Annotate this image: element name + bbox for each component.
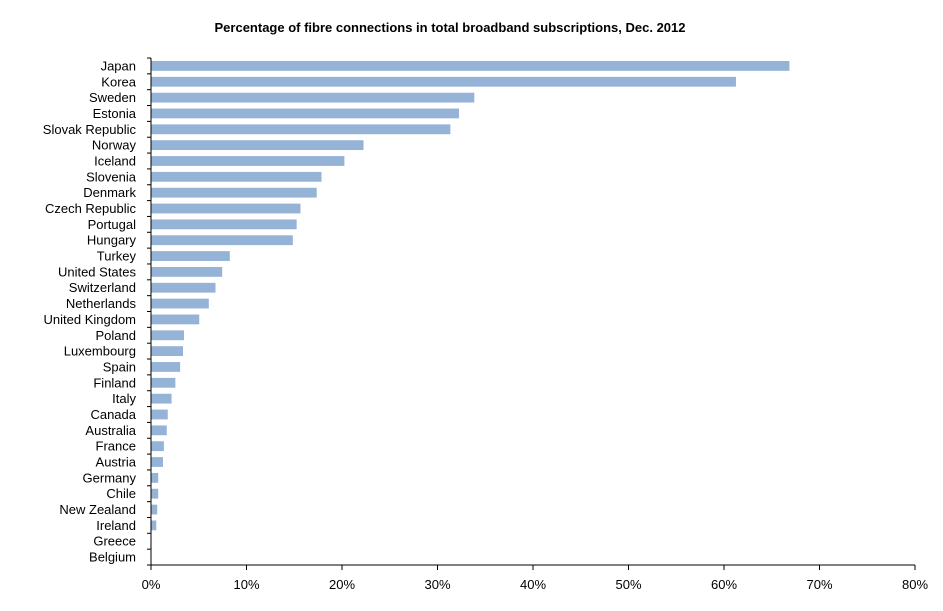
x-tick-label: 50% <box>615 577 641 592</box>
category-label: Switzerland <box>69 280 136 295</box>
category-label: Sweden <box>89 90 136 105</box>
bar-united-kingdom <box>151 314 200 325</box>
bar-france <box>151 441 164 452</box>
category-label: Australia <box>85 423 136 438</box>
bar-ireland <box>151 520 157 531</box>
category-label: Slovenia <box>86 169 137 184</box>
bar-switzerland <box>151 282 216 293</box>
bar-united-states <box>151 266 223 277</box>
category-label: Italy <box>112 391 136 406</box>
category-label: Luxembourg <box>64 344 136 359</box>
category-label: Iceland <box>94 153 136 168</box>
bar-denmark <box>151 187 317 198</box>
bar-canada <box>151 409 168 420</box>
category-label: Belgium <box>89 550 136 565</box>
x-tick-label: 30% <box>424 577 450 592</box>
bar-iceland <box>151 156 345 166</box>
category-label: Ireland <box>96 518 136 533</box>
bar-poland <box>151 330 184 341</box>
bar-italy <box>151 393 172 404</box>
bar-korea <box>151 76 736 87</box>
x-tick-label: 80% <box>902 577 928 592</box>
bar-australia <box>151 425 167 436</box>
category-label: Germany <box>83 470 137 485</box>
bar-germany <box>151 472 159 483</box>
x-tick-label: 10% <box>233 577 259 592</box>
category-label: Slovak Republic <box>43 122 137 137</box>
bar-new-zealand <box>151 504 158 515</box>
x-tick-label: 20% <box>329 577 355 592</box>
bar-finland <box>151 377 176 388</box>
category-label: Estonia <box>93 106 137 121</box>
bar-czech-republic <box>151 203 301 214</box>
x-tick-label: 70% <box>806 577 832 592</box>
bar-chile <box>151 488 159 499</box>
category-label: Canada <box>90 407 136 422</box>
category-label: New Zealand <box>59 502 136 517</box>
category-label: Finland <box>93 375 136 390</box>
bar-netherlands <box>151 298 209 309</box>
bar-turkey <box>151 251 230 261</box>
bar-portugal <box>151 219 297 230</box>
x-tick-label: 0% <box>142 577 161 592</box>
category-label: Portugal <box>88 217 137 232</box>
category-label: Chile <box>106 486 136 501</box>
category-label: Austria <box>96 455 137 470</box>
x-tick-label: 60% <box>711 577 737 592</box>
category-label: Czech Republic <box>45 201 137 216</box>
category-label: Netherlands <box>66 296 137 311</box>
bar-luxembourg <box>151 346 184 357</box>
category-label: Denmark <box>83 185 136 200</box>
bar-austria <box>151 457 163 467</box>
category-label: Korea <box>101 74 136 89</box>
category-label: Poland <box>96 328 136 343</box>
bar-slovak-republic <box>151 124 451 135</box>
bar-spain <box>151 362 181 372</box>
x-tick-label: 40% <box>520 577 546 592</box>
chart-title: Percentage of fibre connections in total… <box>214 20 686 35</box>
bar-estonia <box>151 108 460 119</box>
category-label: Turkey <box>97 249 137 264</box>
category-label: Japan <box>101 58 136 73</box>
category-label: Norway <box>92 138 137 153</box>
category-label: Hungary <box>87 233 137 248</box>
bar-slovenia <box>151 171 322 182</box>
category-label: France <box>96 439 136 454</box>
bar-sweden <box>151 92 475 103</box>
bar-norway <box>151 140 364 151</box>
category-label: United Kingdom <box>44 312 137 327</box>
bar-japan <box>151 61 790 71</box>
category-label: United States <box>58 264 137 279</box>
category-label: Greece <box>93 534 136 549</box>
category-label: Spain <box>103 359 136 374</box>
bar-hungary <box>151 235 293 246</box>
